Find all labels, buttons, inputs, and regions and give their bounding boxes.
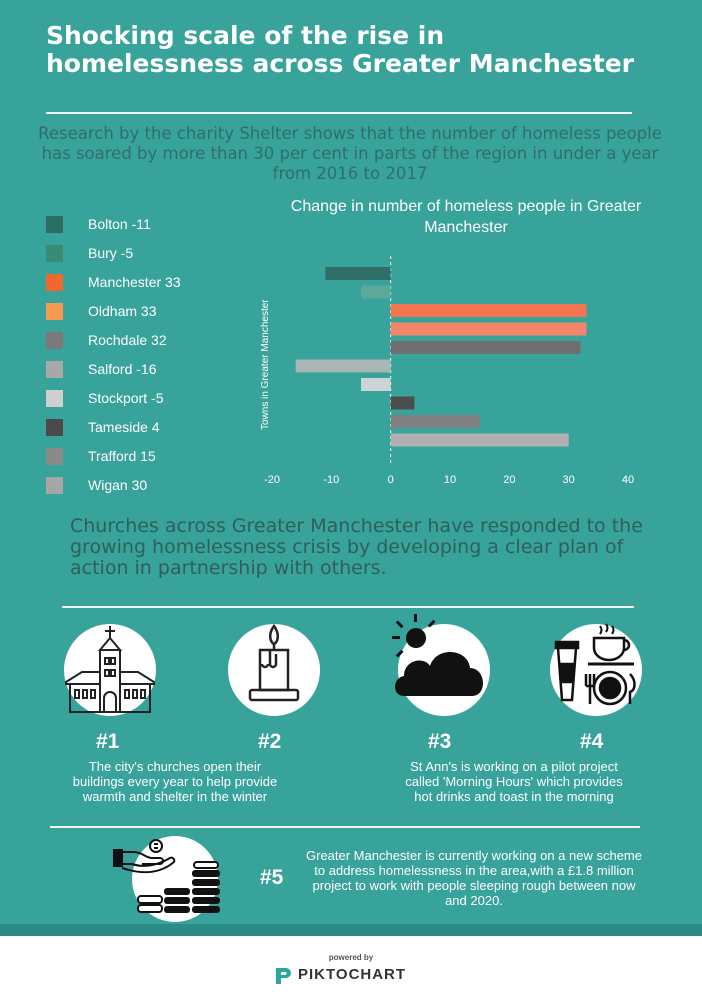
legend-swatch: [46, 331, 63, 349]
legend-label: Bolton -11: [88, 216, 151, 232]
bar-salford: [295, 359, 391, 373]
step-3-description: St Ann's is working on a pilot project c…: [405, 759, 623, 804]
legend-label: Bury -5: [88, 245, 134, 261]
legend-item-wigan: Wigan 30: [46, 475, 147, 495]
coffee-meal-icon: [554, 623, 636, 706]
candle-icon: [248, 624, 300, 702]
bar-oldham: [390, 322, 587, 336]
step-2-number: #2: [258, 730, 282, 753]
legend-label: Stockport -5: [88, 390, 164, 406]
candle-icon-circle: [228, 624, 320, 716]
legend-item-salford: Salford -16: [46, 359, 156, 379]
legend-item-trafford: Trafford 15: [46, 446, 156, 466]
legend-swatch: [46, 418, 63, 436]
step-4-number: #4: [580, 730, 604, 753]
legend-item-rochdale: Rochdale 32: [46, 330, 167, 350]
legend-item-manchester: Manchester 33: [46, 272, 181, 292]
legend-item-oldham: Oldham 33: [46, 301, 156, 321]
intro-subtitle: Research by the charity Shelter shows th…: [38, 124, 662, 183]
legend-swatch: [46, 360, 63, 378]
legend-swatch: [46, 447, 63, 465]
legend-swatch: [46, 476, 63, 494]
legend-swatch: [46, 389, 63, 407]
x-tick-label: 10: [444, 474, 456, 486]
sun-cloud-icon-circle: [392, 614, 490, 716]
legend-label: Oldham 33: [88, 303, 157, 319]
legend-item-tameside: Tameside 4: [46, 417, 160, 437]
bar-wigan: [390, 433, 569, 447]
legend-label: Tameside 4: [88, 419, 160, 435]
bar-trafford: [390, 415, 480, 428]
church-icon-circle: [64, 624, 156, 716]
x-tick-label: 0: [388, 474, 394, 486]
bar-manchester: [390, 304, 587, 317]
money-coins-icon: [113, 839, 220, 913]
x-tick-label: 40: [622, 474, 634, 486]
legend-item-stockport: Stockport -5: [46, 388, 163, 408]
legend-swatch: [46, 244, 63, 262]
coffee-meal-icon-circle: [550, 623, 642, 716]
step-1-number: #1: [96, 730, 120, 753]
x-tick-label: -10: [323, 474, 339, 486]
legend-label: Salford -16: [88, 361, 157, 377]
legend-swatch: [46, 273, 63, 291]
chart-y-axis-label: Towns in Greater Manchester: [260, 299, 271, 430]
legend-swatch: [46, 302, 63, 320]
footer: [0, 936, 702, 1004]
section-divider: [62, 606, 634, 608]
x-tick-label: -20: [264, 474, 280, 486]
piktochart-logo-icon[interactable]: [274, 966, 292, 986]
chart-title: Change in number of homeless people in G…: [290, 198, 642, 236]
page-title: Shocking scale of the rise in homelessne…: [46, 21, 634, 78]
x-tick-label: 30: [563, 474, 575, 486]
bar-bolton: [325, 267, 391, 280]
legend-label: Manchester 33: [88, 274, 181, 290]
money-coins-icon-circle: [113, 836, 220, 922]
footer-strip: [0, 924, 702, 936]
bar-stockport: [361, 378, 391, 391]
sun-cloud-icon: [392, 614, 484, 696]
x-tick-label: 20: [503, 474, 515, 486]
churches-intro: Churches across Greater Manchester have …: [70, 515, 643, 579]
steps-divider: [50, 826, 640, 828]
step-5-description: Greater Manchester is currently working …: [306, 848, 642, 908]
legend-swatch: [46, 215, 63, 233]
bar-chart: -20 -10 0 10 20 30 40 Change in number of home…: [258, 196, 678, 496]
bar-bury: [361, 285, 391, 299]
bar-rochdale: [390, 341, 581, 354]
title-divider: [46, 112, 632, 114]
step-3-number: #3: [428, 730, 452, 753]
legend-label: Rochdale 32: [88, 332, 167, 348]
powered-by-label: powered by: [328, 953, 374, 962]
step-5-number: #5: [260, 866, 284, 889]
step-1-description: The city's churches open their buildings…: [72, 759, 278, 804]
legend-label: Wigan 30: [88, 477, 148, 493]
piktochart-brand-link[interactable]: PIKTOCHART: [298, 966, 407, 983]
legend-item-bolton: Bolton -11: [46, 214, 151, 234]
chart-canvas: -20 -10 0 10 20 30 40: [264, 256, 634, 486]
bar-tameside: [390, 396, 415, 410]
legend-item-bury: Bury -5: [46, 243, 133, 263]
church-icon: [65, 626, 155, 713]
legend-label: Trafford 15: [88, 448, 156, 464]
